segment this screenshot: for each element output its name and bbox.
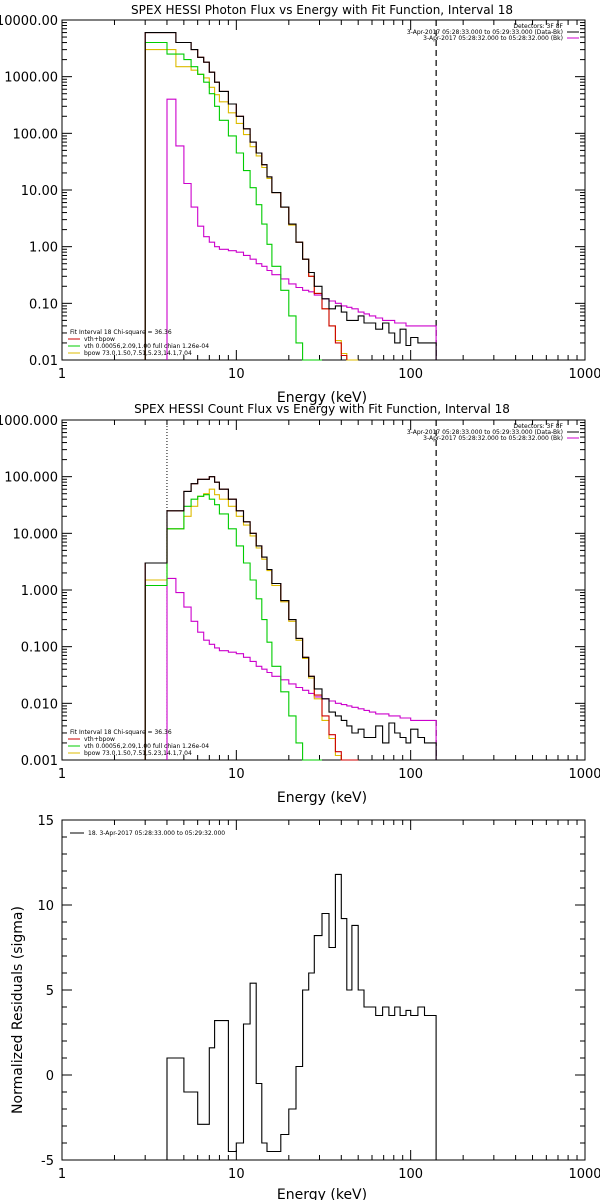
x-tick-label: 1000 — [568, 1167, 600, 1182]
x-tick-label: 1000 — [568, 767, 600, 782]
y-tick-label: 10 — [37, 899, 54, 914]
x-tick-label: 10 — [228, 767, 245, 782]
x-tick-label: 10 — [228, 367, 245, 382]
y-tick-label: 0.10 — [29, 297, 58, 312]
series-line-vth — [144, 494, 322, 761]
series-line-data — [166, 873, 437, 1160]
y-tick-label: 100.000 — [4, 471, 58, 486]
y-tick-label: 5 — [46, 984, 54, 999]
x-tick-label: 100 — [398, 767, 423, 782]
y-tick-label: 100.00 — [13, 127, 59, 142]
legend-right-entry: Detectors: 3F 8F — [513, 423, 563, 430]
x-tick-label: 100 — [398, 367, 423, 382]
y-tick-label: 10000.00 — [0, 14, 58, 29]
y-tick-label: 1000.00 — [4, 71, 58, 86]
y-tick-label: 1.00 — [29, 241, 58, 256]
y-axis-label: Normalized Residuals (sigma) — [10, 906, 26, 1114]
y-tick-label: 0.010 — [21, 697, 58, 712]
legend-right-entry: 3-Apr-2017 05:28:32.000 to 05:28:32.000 … — [423, 35, 563, 42]
legend-left-entry: bpow 73.0,1.50,7.51,5.23,14.1,7.04 — [84, 750, 192, 757]
x-tick-label: 1 — [58, 767, 66, 782]
series-line-data — [144, 476, 437, 760]
legend-right-entry: 3-Apr-2017 05:28:33.000 to 05:29:33.000 … — [407, 429, 563, 436]
series-line-bpow — [144, 488, 359, 761]
x-axis-label: Energy (keV) — [277, 390, 367, 406]
legend-right-entry: 3-Apr-2017 05:28:33.000 to 05:29:33.000 … — [407, 29, 563, 36]
x-axis-label: Energy (keV) — [277, 1187, 367, 1200]
x-tick-label: 1 — [58, 367, 66, 382]
y-tick-label: 0.001 — [21, 754, 58, 769]
legend-entry: 18. 3-Apr-2017 05:28:33.000 to 05:29:32.… — [88, 830, 225, 837]
series-line-data — [144, 32, 437, 360]
y-tick-label: -5 — [41, 1154, 54, 1169]
plot-frame — [61, 819, 586, 1161]
legend-left-entry: vth 0.00056,2.09,1.00 full chian 1.26e-0… — [84, 743, 209, 750]
y-tick-label: 1.000 — [21, 584, 58, 599]
legend-left-entry: Fit Interval 18 Chi-square = 36.36 — [70, 329, 172, 336]
x-tick-label: 1000 — [568, 367, 600, 382]
y-tick-label: 0 — [46, 1069, 54, 1084]
x-tick-label: 1 — [58, 1167, 66, 1182]
y-tick-label: 0.01 — [29, 354, 58, 369]
legend-left-entry: vth+bpow — [84, 336, 115, 343]
x-tick-label: 100 — [398, 1167, 423, 1182]
y-tick-label: 1000.000 — [0, 414, 58, 429]
legend-left-entry: bpow 73.0,1.50,7.51,5.23,14.1,7.04 — [84, 350, 192, 357]
y-tick-label: 15 — [37, 814, 54, 829]
legend-left-entry: vth+bpow — [84, 736, 115, 743]
legend-left-entry: Fit Interval 18 Chi-square = 36.36 — [70, 729, 172, 736]
legend-left-entry: vth 0.00056,2.09,1.00 full chian 1.26e-0… — [84, 343, 209, 350]
y-tick-label: 10.00 — [21, 184, 58, 199]
count-flux-chart: SPEX HESSI Count Flux vs Energy with Fit… — [0, 402, 600, 806]
series-line-bk — [166, 577, 437, 760]
series-line-total — [144, 32, 348, 360]
chart-title: SPEX HESSI Photon Flux vs Energy with Fi… — [131, 3, 513, 17]
series-line-bpow — [144, 49, 359, 361]
series-line-bk — [166, 98, 437, 360]
y-tick-label: 10.000 — [13, 527, 59, 542]
photon-flux-chart: SPEX HESSI Photon Flux vs Energy with Fi… — [0, 3, 600, 406]
x-axis-label: Energy (keV) — [277, 790, 367, 806]
y-tick-label: 0.100 — [21, 641, 58, 656]
series-line-total — [144, 476, 359, 761]
series-line-vth — [144, 41, 322, 361]
chart-title: SPEX HESSI Count Flux vs Energy with Fit… — [134, 402, 510, 416]
x-tick-label: 10 — [228, 1167, 245, 1182]
residuals-chart: Energy (keV) Normalized Residuals (sigma… — [10, 814, 600, 1200]
legend-right-entry: 3-Apr-2017 05:28:32.000 to 05:28:32.000 … — [423, 435, 563, 442]
legend-right-entry: Detectors: 3F 8F — [513, 23, 563, 30]
plot-frame — [61, 419, 586, 761]
